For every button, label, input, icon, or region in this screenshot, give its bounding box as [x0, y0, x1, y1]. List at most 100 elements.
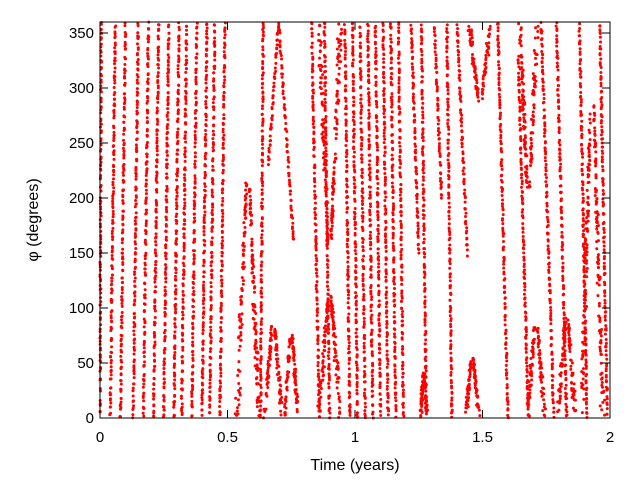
data-point: [192, 310, 196, 314]
data-point: [274, 53, 278, 57]
data-point: [326, 354, 330, 358]
data-point: [324, 89, 328, 93]
data-point: [162, 394, 166, 397]
data-point: [268, 134, 272, 138]
data-point: [447, 196, 451, 200]
data-point: [542, 96, 546, 100]
data-point: [581, 232, 585, 236]
data-point: [391, 241, 395, 245]
data-point: [163, 381, 167, 384]
data-point: [323, 64, 327, 68]
data-point: [162, 385, 166, 389]
data-point: [376, 186, 380, 190]
data-point: [564, 397, 568, 401]
data-point: [173, 334, 176, 338]
data-point: [367, 153, 371, 157]
data-point: [203, 176, 207, 180]
data-point: [183, 152, 187, 156]
data-point: [584, 402, 588, 406]
data-point: [353, 220, 357, 224]
data-point: [416, 211, 420, 215]
data-point: [386, 362, 390, 366]
data-point: [194, 45, 198, 49]
data-point: [146, 51, 150, 55]
data-point: [222, 69, 226, 73]
data-point: [366, 48, 370, 52]
data-point: [203, 188, 207, 192]
data-point: [360, 199, 364, 203]
data-point: [366, 73, 370, 77]
data-point: [184, 77, 188, 81]
data-point: [347, 375, 351, 379]
data-point: [154, 223, 158, 227]
data-point: [113, 30, 117, 34]
data-point: [580, 162, 584, 166]
data-point: [559, 199, 563, 203]
data-point: [205, 42, 209, 45]
data-point: [175, 119, 179, 123]
data-point: [518, 83, 522, 87]
data-point: [136, 31, 140, 35]
data-point: [413, 114, 417, 118]
data-point: [422, 283, 426, 287]
data-point: [323, 108, 327, 112]
data-point: [409, 29, 413, 33]
data-point: [455, 23, 459, 27]
data-point: [392, 279, 396, 283]
data-point: [210, 240, 214, 244]
data-point: [202, 275, 206, 279]
data-point: [465, 243, 469, 247]
data-point: [556, 100, 560, 104]
data-point: [437, 131, 441, 135]
data-point: [136, 51, 139, 55]
data-point: [183, 159, 187, 163]
data-point: [136, 36, 140, 40]
data-point: [346, 317, 350, 321]
data-point: [604, 337, 608, 341]
data-point: [541, 79, 545, 83]
data-point: [111, 226, 115, 230]
data-point: [555, 54, 559, 58]
data-point: [275, 47, 279, 51]
data-point: [271, 101, 275, 105]
data-point: [135, 73, 139, 77]
data-point: [601, 137, 605, 141]
data-point: [219, 347, 223, 351]
data-point: [237, 403, 241, 407]
data-point: [120, 350, 124, 354]
data-point: [176, 70, 180, 74]
data-point: [119, 366, 123, 370]
data-point: [602, 235, 606, 239]
data-point: [433, 34, 437, 37]
data-point: [369, 273, 373, 277]
data-point: [504, 356, 508, 360]
data-point: [327, 401, 331, 405]
data-point: [602, 280, 606, 284]
data-point: [220, 294, 224, 298]
data-point: [261, 90, 265, 94]
data-point: [205, 35, 209, 39]
data-point: [497, 63, 501, 67]
data-point: [260, 242, 264, 246]
data-point: [135, 99, 139, 103]
data-point: [345, 189, 349, 193]
data-point: [208, 411, 212, 415]
data-point: [420, 53, 424, 57]
data-point: [389, 40, 393, 44]
data-point: [210, 229, 214, 233]
data-point: [383, 183, 387, 187]
data-point: [445, 50, 449, 54]
data-point: [450, 386, 454, 390]
data-point: [550, 358, 554, 362]
data-point: [146, 87, 150, 91]
data-point: [397, 141, 401, 145]
data-point: [361, 187, 365, 191]
data-point: [221, 196, 225, 200]
data-point: [347, 367, 351, 371]
data-point: [142, 378, 146, 382]
data-point: [259, 361, 263, 365]
data-point: [524, 328, 528, 332]
data-point: [347, 341, 351, 345]
data-point: [175, 212, 179, 216]
data-point: [391, 246, 395, 250]
